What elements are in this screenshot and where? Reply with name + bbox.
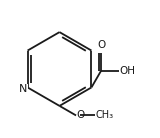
Text: OH: OH: [120, 66, 136, 76]
Text: CH₃: CH₃: [96, 110, 114, 120]
Text: O: O: [97, 40, 105, 50]
Text: O: O: [77, 110, 85, 120]
Text: N: N: [19, 84, 28, 95]
